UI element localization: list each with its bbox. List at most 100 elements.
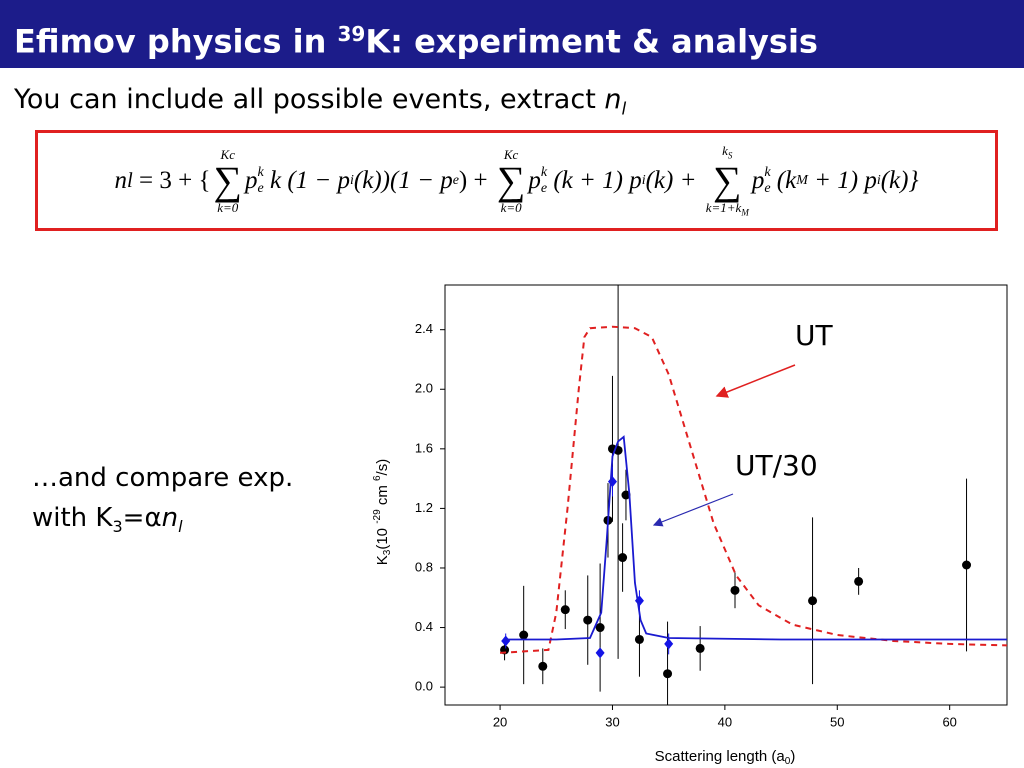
marker <box>621 490 631 500</box>
y-tick-label: 1.6 <box>415 440 433 455</box>
arrow <box>715 364 796 398</box>
arrow <box>652 493 734 527</box>
x-label-text: Scattering length (a <box>655 748 786 765</box>
f: ∑ <box>713 157 742 203</box>
y-axis-label: K3(10 -29 cm 6/s) <box>372 459 393 565</box>
y-label-text: /s) <box>374 459 391 476</box>
f: (k) + <box>645 166 703 194</box>
y-tick-label: 1.2 <box>415 500 433 515</box>
y-tick-label: 2.4 <box>415 321 433 336</box>
f: (k <box>770 166 797 194</box>
title-sup: 39 <box>337 22 366 46</box>
marker <box>501 635 511 647</box>
marker <box>808 596 818 606</box>
side-var: n <box>161 503 179 533</box>
f: ) + <box>458 166 494 194</box>
sum: Kc ∑ k=0 <box>214 148 243 214</box>
x-axis-label: Scattering length (a0) <box>655 748 796 767</box>
y-label-text: K <box>374 555 391 565</box>
annotation: UT <box>795 319 833 352</box>
title-text: Efimov physics in <box>14 22 338 61</box>
subtitle-var: n <box>604 84 622 115</box>
y-label-sup: 6 <box>372 475 383 481</box>
f: p <box>864 166 877 194</box>
marker <box>730 585 740 595</box>
marker <box>664 638 674 650</box>
f: M <box>741 207 749 218</box>
x-tick-label: 30 <box>605 714 619 729</box>
f: k (1 − <box>263 166 338 194</box>
f: S <box>727 150 733 161</box>
side-text: …and compare exp. with K3=αnl <box>32 458 293 547</box>
sum: kS ∑ k=1+kM <box>706 144 749 217</box>
x-tick-label: 50 <box>830 714 844 729</box>
f: Kc <box>503 146 519 162</box>
f: p <box>751 166 765 194</box>
f: e <box>452 172 459 188</box>
f: p <box>528 166 541 194</box>
y-label-sub: 3 <box>382 549 393 555</box>
f: = 3 + { <box>132 166 211 194</box>
annotation: UT/30 <box>735 449 818 482</box>
f: i <box>641 172 646 188</box>
f: p <box>337 166 351 194</box>
x-label-sub: 0 <box>785 756 791 767</box>
side-sub: l <box>178 517 183 537</box>
marker <box>663 669 673 679</box>
plot-area <box>500 285 1007 705</box>
marker <box>560 605 570 615</box>
f: i <box>876 172 881 188</box>
plot-frame <box>444 284 1008 706</box>
marker <box>854 576 864 586</box>
f: ∑ <box>213 157 243 203</box>
y-tick-label: 0.0 <box>415 679 433 694</box>
x-tick-label: 40 <box>718 714 732 729</box>
f: k <box>764 165 771 181</box>
y-tick-label: 0.8 <box>415 559 433 574</box>
side-line: …and compare exp. <box>32 463 294 493</box>
side-sub: 3 <box>112 517 123 537</box>
f: p <box>629 166 642 194</box>
marker <box>618 553 628 563</box>
y-tick-label: 0.4 <box>415 619 433 634</box>
marker <box>538 661 548 671</box>
marker <box>607 476 617 488</box>
f: + 1) <box>807 166 865 194</box>
x-tick-label: 20 <box>493 714 507 729</box>
f: k=1+k <box>705 199 742 215</box>
curve <box>504 435 1007 641</box>
f: k <box>722 142 728 158</box>
f: i <box>350 172 354 188</box>
subtitle-sub: l <box>621 99 627 120</box>
f: e <box>257 180 264 196</box>
y-tick-label: 2.0 <box>415 381 433 396</box>
marker <box>595 623 605 633</box>
side-line: =α <box>122 503 162 533</box>
f: (k + 1) <box>547 166 630 194</box>
marker <box>962 560 972 570</box>
y-label-sup: -29 <box>372 509 383 524</box>
marker <box>634 634 644 644</box>
title-text: K: experiment & analysis <box>365 22 818 61</box>
f: (k)} <box>880 166 919 194</box>
f: k=0 <box>217 199 239 215</box>
f: p <box>440 166 453 194</box>
f: k <box>540 165 548 181</box>
f: p <box>245 166 258 194</box>
f: M <box>796 172 808 188</box>
side-line: with K <box>32 503 113 533</box>
marker <box>695 643 705 653</box>
subtitle: You can include all possible events, ext… <box>14 84 626 119</box>
sum: Kc ∑ k=0 <box>497 148 526 214</box>
y-label-text: cm <box>374 481 391 509</box>
f: k=0 <box>500 199 522 215</box>
f: e <box>764 180 771 196</box>
f: Kc <box>220 146 235 162</box>
marker <box>519 630 529 640</box>
title: Efimov physics in 39K: experiment & anal… <box>0 0 1024 68</box>
marker <box>583 615 593 625</box>
x-label-text: ) <box>790 748 795 765</box>
